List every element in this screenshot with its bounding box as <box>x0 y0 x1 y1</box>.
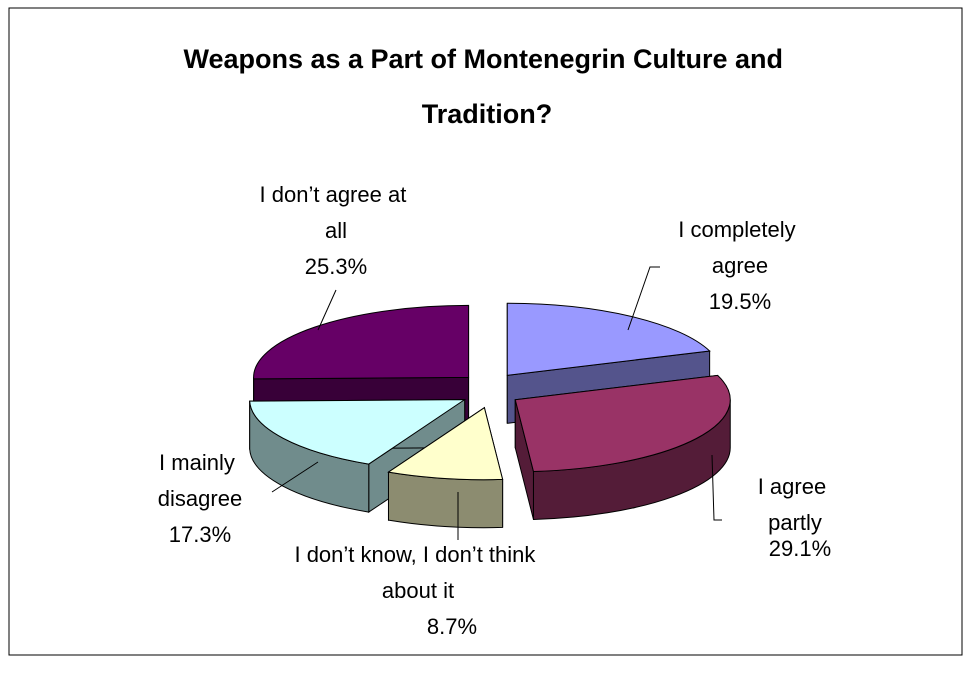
value-label: 17.3% <box>169 522 231 547</box>
slice-top <box>253 304 470 380</box>
slice-label: I don’t agree at all <box>260 182 413 243</box>
slice-top <box>387 406 504 481</box>
slice <box>514 374 731 520</box>
leader-line <box>271 461 319 493</box>
value-label: 8.7% <box>427 614 477 639</box>
frame <box>8 7 963 656</box>
chart-title: Weapons as a Part of Montenegrin Culture… <box>183 44 790 129</box>
slice-label: I don’t know, I don’t think about it <box>294 542 541 603</box>
slice <box>387 406 504 529</box>
leader-line <box>627 266 660 331</box>
slice-side <box>387 471 504 529</box>
value-label: 29.1% <box>769 536 831 561</box>
leader-line <box>317 289 337 331</box>
leader-line <box>711 454 722 521</box>
value-label: 25.3% <box>305 254 367 279</box>
value-label: 19.5% <box>709 289 771 314</box>
slice-label: I agree partly <box>758 474 833 535</box>
slice-label: I completely agree <box>678 217 802 278</box>
slice-top <box>249 399 467 465</box>
slice-label: I mainly disagree <box>158 450 242 511</box>
slice-top <box>514 374 731 472</box>
slice-top <box>506 302 711 376</box>
